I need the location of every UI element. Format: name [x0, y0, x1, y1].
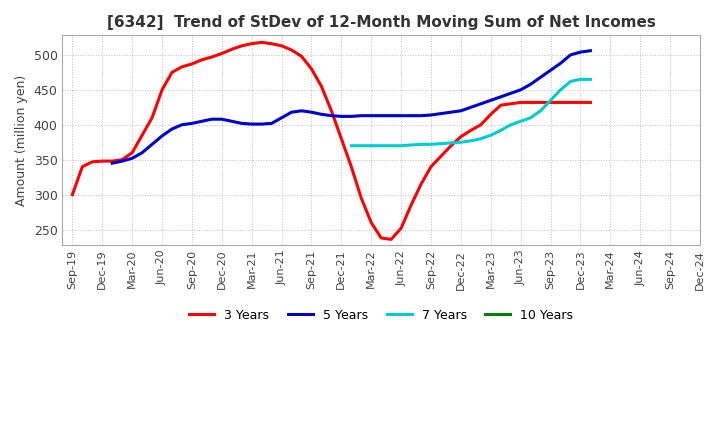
5 Years	[496, 94, 505, 99]
5 Years	[138, 150, 146, 155]
5 Years	[506, 91, 515, 96]
7 Years	[586, 77, 595, 82]
3 Years	[207, 55, 216, 60]
Line: 7 Years: 7 Years	[351, 79, 590, 146]
7 Years	[576, 77, 585, 82]
5 Years	[456, 108, 465, 114]
7 Years	[557, 87, 565, 92]
5 Years	[367, 113, 376, 118]
5 Years	[267, 121, 276, 126]
5 Years	[287, 110, 296, 115]
5 Years	[516, 87, 525, 92]
5 Years	[407, 113, 415, 118]
5 Years	[307, 110, 316, 115]
5 Years	[188, 121, 197, 126]
7 Years	[397, 143, 405, 148]
7 Years	[496, 128, 505, 133]
5 Years	[377, 113, 385, 118]
5 Years	[118, 158, 127, 164]
5 Years	[397, 113, 405, 118]
5 Years	[327, 113, 336, 118]
7 Years	[367, 143, 376, 148]
5 Years	[487, 98, 495, 103]
5 Years	[417, 113, 426, 118]
3 Years	[68, 192, 77, 197]
5 Years	[108, 161, 117, 166]
5 Years	[337, 114, 346, 119]
5 Years	[436, 111, 445, 116]
5 Years	[257, 121, 266, 127]
Line: 5 Years: 5 Years	[112, 51, 590, 163]
7 Years	[417, 142, 426, 147]
7 Years	[387, 143, 395, 148]
3 Years	[417, 182, 426, 187]
7 Years	[467, 138, 475, 143]
Title: [6342]  Trend of StDev of 12-Month Moving Sum of Net Incomes: [6342] Trend of StDev of 12-Month Moving…	[107, 15, 656, 30]
5 Years	[477, 101, 485, 106]
5 Years	[566, 52, 575, 58]
7 Years	[566, 79, 575, 84]
3 Years	[427, 164, 436, 169]
7 Years	[456, 139, 465, 145]
5 Years	[248, 121, 256, 127]
3 Years	[377, 235, 385, 241]
3 Years	[387, 237, 395, 242]
5 Years	[546, 68, 555, 73]
5 Years	[197, 119, 206, 124]
Y-axis label: Amount (million yen): Amount (million yen)	[15, 74, 28, 206]
3 Years	[257, 40, 266, 45]
5 Years	[446, 110, 455, 115]
5 Years	[347, 114, 356, 119]
5 Years	[317, 112, 325, 117]
5 Years	[128, 156, 137, 161]
7 Years	[446, 140, 455, 146]
5 Years	[158, 133, 166, 139]
7 Years	[436, 141, 445, 146]
7 Years	[546, 98, 555, 103]
7 Years	[377, 143, 385, 148]
5 Years	[238, 121, 246, 126]
7 Years	[487, 132, 495, 138]
5 Years	[297, 108, 306, 114]
5 Years	[557, 61, 565, 66]
3 Years	[487, 112, 495, 117]
7 Years	[347, 143, 356, 148]
5 Years	[228, 119, 236, 124]
5 Years	[148, 142, 156, 147]
7 Years	[506, 122, 515, 128]
7 Years	[516, 119, 525, 124]
7 Years	[536, 108, 545, 114]
5 Years	[576, 49, 585, 55]
5 Years	[467, 105, 475, 110]
5 Years	[207, 117, 216, 122]
5 Years	[536, 75, 545, 80]
5 Years	[357, 113, 366, 118]
3 Years	[397, 226, 405, 231]
Legend: 3 Years, 5 Years, 7 Years, 10 Years: 3 Years, 5 Years, 7 Years, 10 Years	[184, 304, 578, 327]
Line: 3 Years: 3 Years	[73, 42, 590, 239]
5 Years	[387, 113, 395, 118]
5 Years	[586, 48, 595, 53]
7 Years	[357, 143, 366, 148]
5 Years	[277, 115, 286, 121]
5 Years	[217, 117, 226, 122]
5 Years	[168, 126, 176, 132]
7 Years	[427, 142, 436, 147]
3 Years	[586, 100, 595, 105]
7 Years	[407, 143, 415, 148]
7 Years	[477, 136, 485, 141]
5 Years	[427, 112, 436, 117]
5 Years	[526, 81, 535, 87]
5 Years	[178, 122, 186, 128]
7 Years	[526, 115, 535, 121]
